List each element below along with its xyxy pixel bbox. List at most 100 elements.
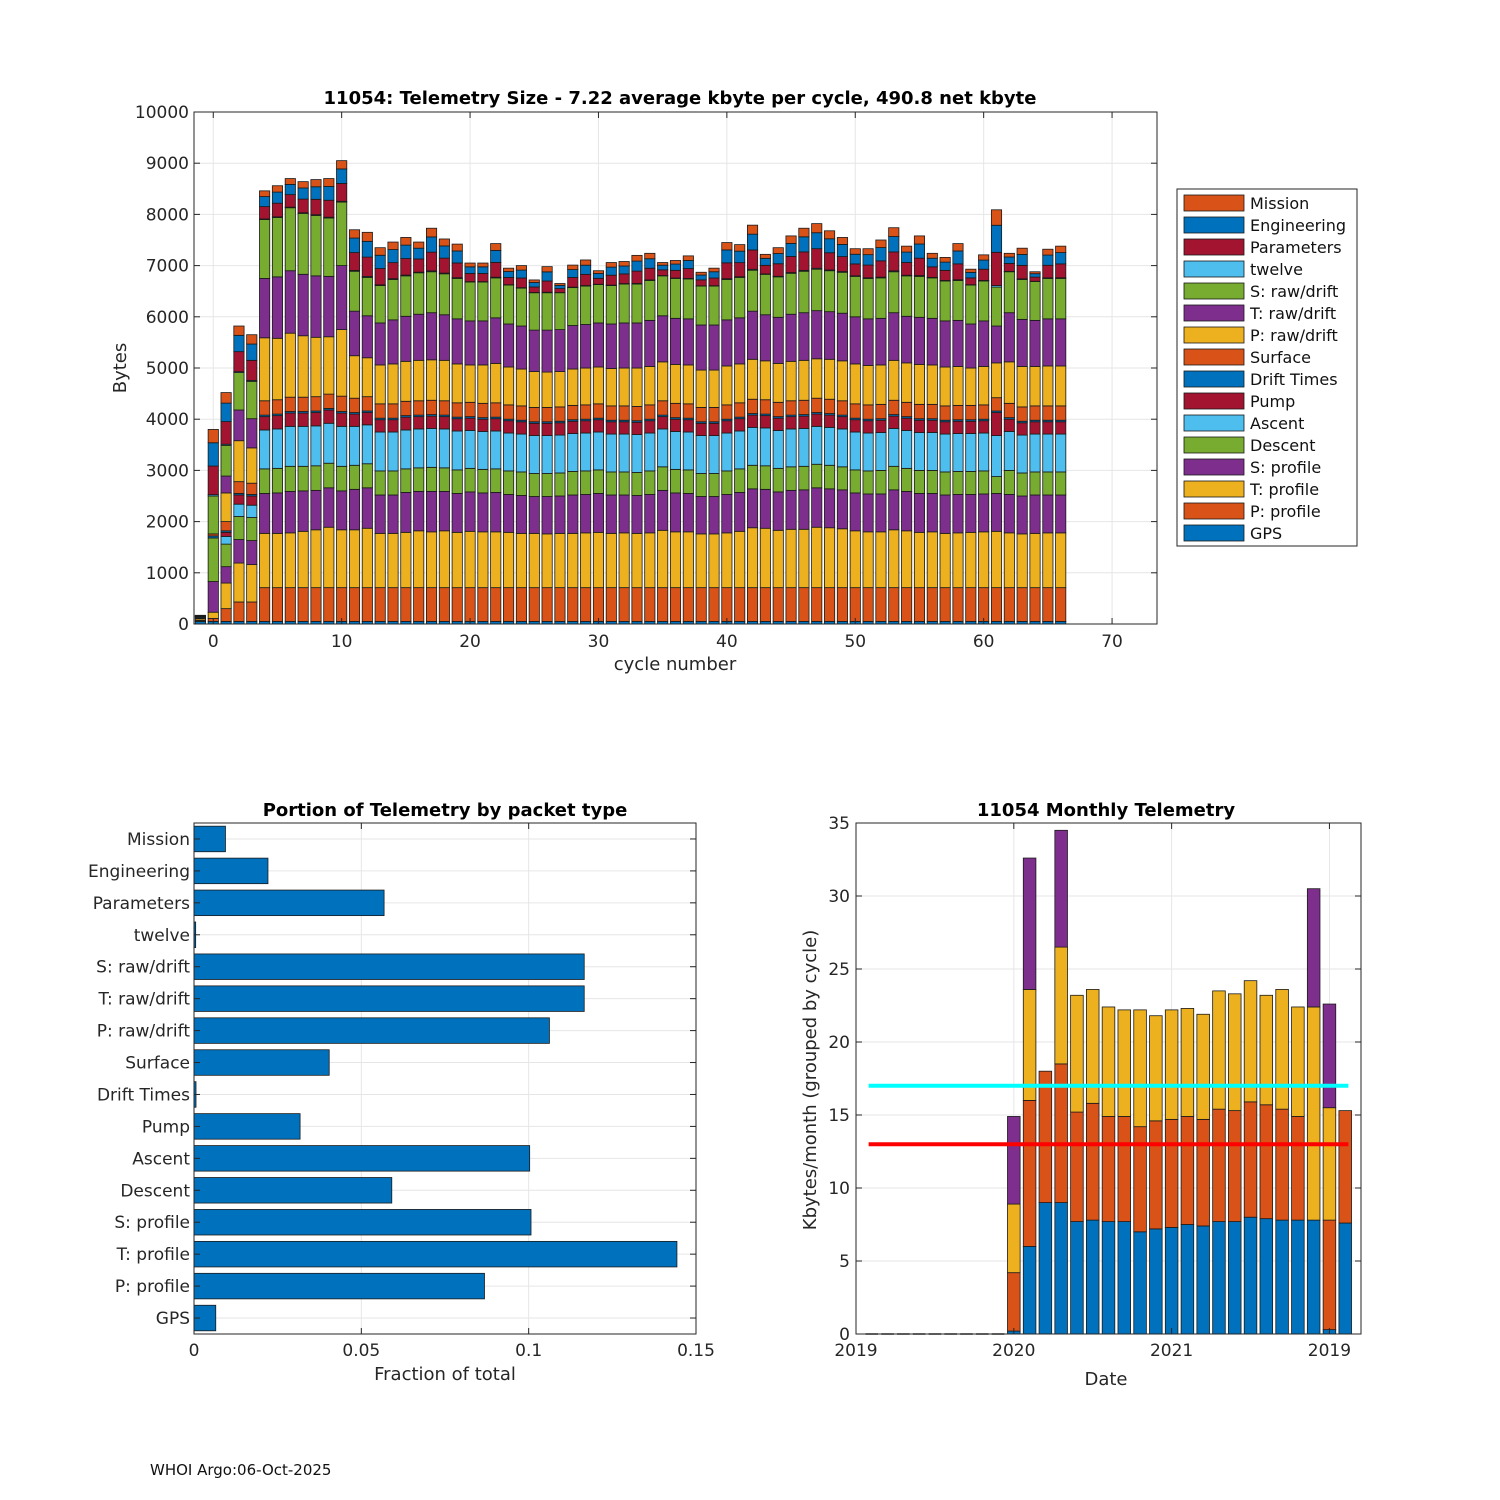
bar-segment bbox=[1180, 1008, 1195, 1117]
bar-segment bbox=[361, 256, 373, 277]
bar-segment bbox=[426, 587, 438, 622]
bar-segment bbox=[644, 366, 656, 406]
bar-segment bbox=[592, 284, 604, 324]
legend-swatch bbox=[1183, 436, 1245, 454]
bar-segment bbox=[811, 587, 823, 622]
bar-segment bbox=[220, 475, 232, 494]
bar-segment bbox=[246, 504, 258, 518]
bar-segment bbox=[528, 422, 540, 436]
bar-segment bbox=[259, 277, 271, 339]
bar-segment bbox=[310, 198, 322, 216]
bar-segment bbox=[259, 219, 271, 279]
bar-segment bbox=[323, 393, 335, 409]
bar-segment bbox=[952, 319, 964, 367]
bar-segment bbox=[734, 250, 746, 264]
bar-segment bbox=[592, 531, 604, 589]
y-tick-label: 5000 bbox=[146, 359, 189, 379]
bar-segment bbox=[836, 428, 848, 468]
bar-segment bbox=[618, 433, 630, 473]
bar-segment bbox=[836, 489, 848, 530]
bar-segment bbox=[413, 258, 425, 273]
bar-segment bbox=[618, 587, 630, 622]
y-tick-label: 30 bbox=[828, 887, 850, 907]
bar-segment bbox=[297, 212, 309, 275]
bar-segment bbox=[952, 243, 964, 252]
bar-segment bbox=[310, 396, 322, 412]
bar-segment bbox=[284, 332, 296, 398]
bar-segment bbox=[1029, 587, 1041, 622]
bar-segment bbox=[1029, 405, 1041, 421]
bar-segment bbox=[1117, 1221, 1131, 1335]
bar-segment bbox=[336, 587, 348, 622]
legend-label: P: raw/drift bbox=[1250, 326, 1338, 345]
bar-segment bbox=[374, 532, 386, 589]
bar-segment bbox=[1086, 1102, 1100, 1221]
bar-segment bbox=[567, 471, 579, 496]
bar-segment bbox=[1086, 989, 1100, 1104]
bar-segment bbox=[965, 531, 977, 589]
bar-segment bbox=[220, 421, 232, 445]
bar-segment bbox=[438, 314, 450, 361]
legend-label: Drift Times bbox=[1250, 370, 1338, 389]
bar-segment bbox=[503, 277, 515, 286]
bar-group bbox=[193, 825, 678, 1332]
bar-segment bbox=[734, 587, 746, 622]
bar-segment bbox=[400, 468, 412, 493]
bar-segment bbox=[259, 416, 271, 431]
bar-segment bbox=[554, 283, 566, 286]
bar-segment bbox=[695, 496, 707, 535]
bar-segment bbox=[515, 265, 527, 271]
bar-segment bbox=[567, 532, 579, 589]
bar-segment bbox=[592, 493, 604, 533]
bar-segment bbox=[541, 280, 553, 293]
bar-segment bbox=[503, 271, 515, 278]
bar-segment bbox=[1029, 532, 1041, 589]
bar-segment bbox=[592, 270, 604, 274]
bar-segment bbox=[541, 533, 553, 589]
bar-segment bbox=[849, 403, 861, 419]
bar-segment bbox=[759, 264, 771, 275]
bar-segment bbox=[233, 562, 245, 603]
bar-segment bbox=[426, 271, 438, 314]
y-tick-label: 35 bbox=[828, 814, 850, 834]
bar-segment bbox=[734, 244, 746, 252]
bar-segment bbox=[284, 465, 296, 492]
bar-segment bbox=[387, 363, 399, 405]
bar-segment bbox=[348, 270, 361, 312]
y-tick-label: 7000 bbox=[146, 257, 189, 277]
bar-segment bbox=[939, 587, 951, 622]
bar-segment bbox=[1101, 1221, 1116, 1335]
bar-segment bbox=[734, 530, 746, 589]
bar-segment bbox=[708, 369, 720, 408]
bar-segment bbox=[990, 224, 1003, 253]
bar-segment bbox=[1003, 532, 1015, 589]
bar-segment bbox=[1022, 989, 1037, 1101]
bar-segment bbox=[477, 402, 489, 419]
bar-segment bbox=[438, 587, 450, 622]
bar-segment bbox=[554, 371, 566, 408]
bar-segment bbox=[721, 420, 733, 434]
bar-segment bbox=[323, 587, 335, 622]
bar-segment bbox=[541, 435, 553, 474]
bar-segment bbox=[1101, 1006, 1116, 1117]
x-tick-label: 2019 bbox=[1308, 1341, 1351, 1361]
bar-segment bbox=[490, 250, 502, 263]
x-tick-label: 2021 bbox=[1150, 1341, 1193, 1361]
bar-segment bbox=[965, 420, 977, 434]
bar-segment bbox=[374, 494, 386, 534]
bar-segment bbox=[438, 359, 450, 402]
bar-segment bbox=[772, 316, 784, 364]
bar-segment bbox=[939, 494, 951, 534]
bar-segment bbox=[554, 292, 566, 330]
bar-segment bbox=[1055, 587, 1067, 622]
bar-segment bbox=[490, 468, 502, 493]
bar-segment bbox=[913, 531, 925, 589]
bar-segment bbox=[1007, 1116, 1021, 1205]
bar-segment bbox=[747, 414, 759, 428]
y-tick-label: 15 bbox=[828, 1106, 850, 1126]
bar-segment bbox=[734, 276, 746, 319]
bar-segment bbox=[644, 280, 656, 321]
bar-segment bbox=[836, 256, 848, 272]
bar-segment bbox=[503, 587, 515, 622]
legend-swatch bbox=[1183, 392, 1245, 410]
